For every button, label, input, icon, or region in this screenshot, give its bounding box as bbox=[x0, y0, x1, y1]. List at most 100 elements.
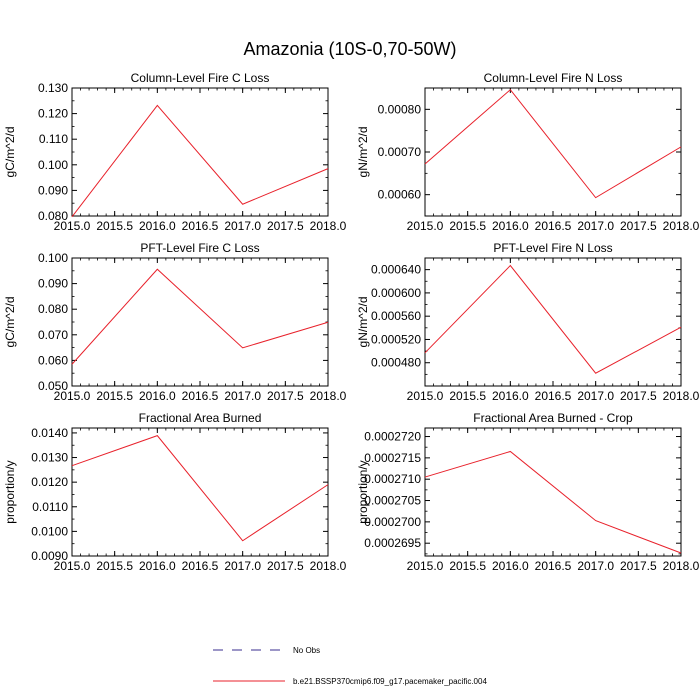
y-tick-label-5-4: 0.0002715 bbox=[364, 451, 421, 465]
x-tick-label-5-3: 2016.5 bbox=[535, 559, 572, 573]
y-tick-label-5-3: 0.0002710 bbox=[364, 472, 421, 486]
x-tick-label-3-4: 2017.0 bbox=[577, 389, 614, 403]
chart-panel-3: PFT-Level Fire N Loss 2015.0 2015.5 2016.0 2… bbox=[356, 241, 700, 403]
x-tick-label-0-6: 2018.0 bbox=[310, 219, 347, 233]
x-tick-label-1-4: 2017.0 bbox=[577, 219, 614, 233]
legend: No Obs b.e21.BSSP370cmip6.f09_g17.pacema… bbox=[213, 646, 487, 686]
chart-panel-0: Column-Level Fire C Loss 2015.0 2015.5 2016… bbox=[3, 71, 347, 233]
panel-title-3: PFT-Level Fire N Loss bbox=[493, 241, 612, 255]
y-tick-label-5-2: 0.0002705 bbox=[364, 494, 421, 508]
y-tick-label-4-5: 0.0140 bbox=[31, 426, 68, 440]
x-tick-label-1-5: 2017.5 bbox=[620, 219, 657, 233]
y-tick-label-4-3: 0.0120 bbox=[31, 475, 68, 489]
y-tick-label-2-0: 0.050 bbox=[38, 379, 68, 393]
y-tick-label-3-2: 0.000560 bbox=[371, 309, 421, 323]
y-axis-label-3: gN/m^2/d bbox=[356, 297, 370, 348]
x-tick-label-3-2: 2016.0 bbox=[492, 389, 529, 403]
y-tick-label-3-0: 0.000480 bbox=[371, 356, 421, 370]
x-tick-label-2-3: 2016.5 bbox=[182, 389, 219, 403]
y-tick-label-2-2: 0.070 bbox=[38, 328, 68, 342]
series-line-3-0 bbox=[424, 264, 682, 374]
y-tick-label-2-1: 0.060 bbox=[38, 353, 68, 367]
y-tick-label-0-1: 0.090 bbox=[38, 183, 68, 197]
x-tick-label-4-0: 2015.0 bbox=[54, 559, 91, 573]
y-axis-label-4: proportion/y bbox=[3, 460, 17, 523]
x-tick-label-0-2: 2016.0 bbox=[139, 219, 176, 233]
chart-panel-5: Fractional Area Burned - Crop 2015.0 2015.… bbox=[356, 411, 700, 573]
y-tick-label-4-2: 0.0110 bbox=[32, 500, 68, 514]
series-line-5-0 bbox=[424, 450, 682, 554]
plot-frame-4 bbox=[71, 427, 329, 557]
y-tick-label-0-4: 0.120 bbox=[38, 107, 68, 121]
y-tick-label-1-1: 0.00070 bbox=[378, 145, 422, 159]
y-tick-label-4-0: 0.0090 bbox=[31, 549, 68, 563]
y-axis-label-0: gC/m^2/d bbox=[3, 127, 17, 178]
x-tick-label-5-5: 2017.5 bbox=[620, 559, 657, 573]
x-tick-label-2-5: 2017.5 bbox=[267, 389, 304, 403]
x-tick-label-4-5: 2017.5 bbox=[267, 559, 304, 573]
plot-frame-1 bbox=[424, 87, 682, 217]
y-tick-label-2-5: 0.100 bbox=[38, 251, 68, 265]
y-tick-label-3-1: 0.000520 bbox=[371, 332, 421, 346]
y-tick-label-0-5: 0.130 bbox=[38, 81, 68, 95]
panel-title-5: Fractional Area Burned - Crop bbox=[473, 411, 633, 425]
x-tick-label-0-3: 2016.5 bbox=[182, 219, 219, 233]
x-tick-label-0-5: 2017.5 bbox=[267, 219, 304, 233]
series-line-1-0 bbox=[424, 88, 682, 199]
plot-frame-0 bbox=[71, 87, 329, 217]
y-tick-label-0-0: 0.080 bbox=[38, 209, 68, 223]
panel-title-4: Fractional Area Burned bbox=[139, 411, 262, 425]
x-tick-label-0-1: 2015.5 bbox=[96, 219, 133, 233]
x-tick-label-3-1: 2015.5 bbox=[449, 389, 486, 403]
x-tick-label-1-3: 2016.5 bbox=[535, 219, 572, 233]
y-tick-label-1-2: 0.00080 bbox=[378, 102, 422, 116]
x-tick-label-1-1: 2015.5 bbox=[449, 219, 486, 233]
x-tick-label-4-6: 2018.0 bbox=[310, 559, 347, 573]
x-tick-label-2-1: 2015.5 bbox=[96, 389, 133, 403]
y-tick-label-2-3: 0.080 bbox=[38, 302, 68, 316]
y-tick-label-0-2: 0.100 bbox=[38, 158, 68, 172]
panel-title-2: PFT-Level Fire C Loss bbox=[140, 241, 259, 255]
x-tick-label-1-0: 2015.0 bbox=[407, 219, 444, 233]
x-tick-label-4-1: 2015.5 bbox=[96, 559, 133, 573]
y-tick-label-1-0: 0.00060 bbox=[378, 188, 422, 202]
y-tick-label-2-4: 0.090 bbox=[38, 277, 68, 291]
series-line-2-0 bbox=[71, 268, 329, 365]
x-tick-label-4-4: 2017.0 bbox=[224, 559, 261, 573]
y-tick-label-3-3: 0.000600 bbox=[371, 286, 421, 300]
x-tick-label-0-4: 2017.0 bbox=[224, 219, 261, 233]
y-tick-label-3-4: 0.000640 bbox=[371, 263, 421, 277]
y-axis-label-1: gN/m^2/d bbox=[356, 127, 370, 178]
x-tick-label-1-2: 2016.0 bbox=[492, 219, 529, 233]
x-tick-label-2-4: 2017.0 bbox=[224, 389, 261, 403]
chart-panel-2: PFT-Level Fire C Loss 2015.0 2015.5 2016.0 2… bbox=[3, 241, 347, 403]
x-tick-label-5-6: 2018.0 bbox=[663, 559, 700, 573]
chart-panel-4: Fractional Area Burned 2015.0 2015.5 2016.0… bbox=[3, 411, 347, 573]
legend-label-no-obs: No Obs bbox=[293, 646, 320, 655]
x-tick-label-3-0: 2015.0 bbox=[407, 389, 444, 403]
x-tick-label-2-0: 2015.0 bbox=[54, 389, 91, 403]
y-tick-label-5-0: 0.0002695 bbox=[364, 536, 421, 550]
x-tick-label-5-4: 2017.0 bbox=[577, 559, 614, 573]
legend-label-model: b.e21.BSSP370cmip6.f09_g17.pacemaker_pac… bbox=[293, 677, 487, 686]
x-tick-label-1-6: 2018.0 bbox=[663, 219, 700, 233]
series-line-0-0 bbox=[71, 104, 329, 218]
x-tick-label-4-3: 2016.5 bbox=[182, 559, 219, 573]
y-tick-label-5-5: 0.0002720 bbox=[364, 430, 421, 444]
plot-frame-5 bbox=[424, 427, 682, 557]
y-tick-label-4-1: 0.0100 bbox=[31, 524, 68, 538]
panel-title-0: Column-Level Fire C Loss bbox=[131, 71, 270, 85]
x-tick-label-2-2: 2016.0 bbox=[139, 389, 176, 403]
x-tick-label-5-0: 2015.0 bbox=[407, 559, 444, 573]
x-tick-label-0-0: 2015.0 bbox=[54, 219, 91, 233]
series-line-4-0 bbox=[71, 435, 329, 542]
x-tick-label-3-6: 2018.0 bbox=[663, 389, 700, 403]
x-tick-label-5-2: 2016.0 bbox=[492, 559, 529, 573]
y-axis-label-5: proportion/y bbox=[356, 460, 370, 523]
y-tick-label-4-4: 0.0130 bbox=[31, 451, 68, 465]
panels-group: Column-Level Fire C Loss 2015.0 2015.5 2016… bbox=[3, 71, 700, 573]
y-axis-label-2: gC/m^2/d bbox=[3, 297, 17, 348]
x-tick-label-2-6: 2018.0 bbox=[310, 389, 347, 403]
figure-title: Amazonia (10S-0,70-50W) bbox=[243, 39, 456, 59]
